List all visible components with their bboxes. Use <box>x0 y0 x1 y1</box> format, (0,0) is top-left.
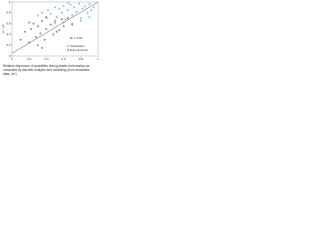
point <box>23 30 26 33</box>
legend-label: Experimental <box>70 48 88 52</box>
y-tick-label: 0.4 <box>6 32 11 36</box>
point <box>41 11 44 14</box>
point <box>41 19 44 22</box>
point <box>92 6 95 9</box>
point <box>66 2 69 5</box>
point <box>54 6 56 9</box>
point <box>36 14 39 17</box>
point <box>62 4 65 7</box>
y-tick-label: 0.2 <box>6 43 11 47</box>
y-axis-label: γL / γ0 <box>1 24 5 33</box>
point <box>88 3 91 6</box>
point <box>45 28 48 30</box>
point <box>86 11 89 14</box>
page: {"chart_data": {"type": "scatter", "y_la… <box>0 0 100 91</box>
x-tick-label: 0.4 <box>44 57 49 61</box>
point <box>54 19 56 22</box>
point <box>88 16 91 19</box>
x-tick-label: 0.8 <box>79 57 84 61</box>
point <box>29 28 32 30</box>
point <box>78 2 81 5</box>
point <box>60 18 63 21</box>
point <box>69 3 72 6</box>
y-tick-label: 0.8 <box>6 11 11 15</box>
point <box>58 29 61 32</box>
y-tick-label: 0.6 <box>6 21 11 25</box>
x-tick-label: 0.2 <box>27 57 32 61</box>
point <box>39 32 42 35</box>
y-tick-label: 0 <box>9 54 11 58</box>
point <box>79 19 82 22</box>
point <box>71 14 74 17</box>
point <box>54 21 56 24</box>
plot-frame <box>11 1 99 57</box>
point <box>32 22 35 25</box>
legend-label: Calculation <box>70 44 85 48</box>
legend-marker <box>67 45 69 47</box>
reference-line <box>11 1 99 54</box>
y-tick-label: 1 <box>9 0 11 4</box>
point <box>35 36 38 39</box>
caption: Relative dispersion of quantities during… <box>3 64 90 76</box>
point <box>49 12 52 15</box>
point <box>84 5 87 8</box>
point <box>36 44 39 47</box>
chart: γL / γ0 R² = 0.83 00.20.40.60.810 0.2 0.4 0… <box>1 0 99 61</box>
point <box>58 7 61 10</box>
point <box>28 21 31 24</box>
point <box>55 16 58 19</box>
point <box>79 17 82 20</box>
point <box>49 23 52 26</box>
point <box>45 16 48 19</box>
point <box>62 25 65 28</box>
x-tick-label: 0.6 <box>62 57 67 61</box>
point <box>75 10 78 13</box>
point <box>90 9 93 12</box>
point <box>66 9 69 12</box>
x-tick-label: 0 <box>11 57 13 61</box>
point <box>81 7 84 10</box>
point <box>47 9 50 12</box>
point <box>71 23 74 26</box>
point <box>55 30 58 33</box>
point <box>36 25 39 28</box>
point <box>19 38 22 41</box>
point <box>41 46 44 49</box>
legend-marker <box>67 49 69 51</box>
point <box>43 38 46 41</box>
point <box>64 18 67 21</box>
point <box>60 11 63 14</box>
x-tick-label: 1 <box>97 57 99 61</box>
point <box>52 33 55 36</box>
point <box>72 6 75 9</box>
annotation: R² = 0.83 <box>70 36 83 40</box>
point <box>66 17 69 20</box>
